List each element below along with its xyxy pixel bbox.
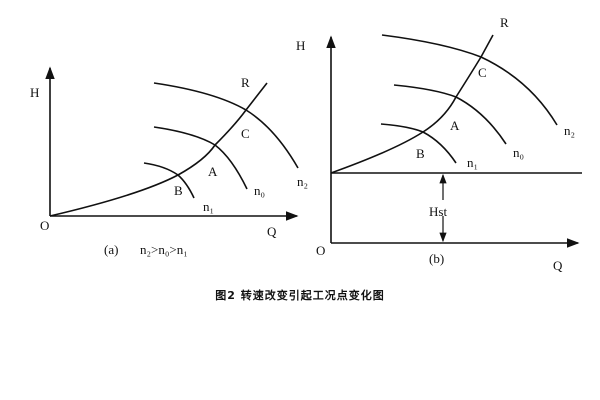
b-pump-curve-n2 xyxy=(381,34,558,126)
b-n2-label: n₂ xyxy=(564,123,575,138)
b-point-a: A xyxy=(450,118,460,133)
a-origin-label: O xyxy=(40,218,49,233)
hst-label: Hst xyxy=(429,204,447,219)
a-system-curve-r xyxy=(49,82,268,217)
b-h-label: H xyxy=(296,38,305,53)
a-point-b: B xyxy=(174,183,183,198)
b-point-c: C xyxy=(478,65,487,80)
a-r-label: R xyxy=(241,75,250,90)
b-system-curve-r xyxy=(330,34,494,174)
b-panel-label: (b) xyxy=(429,251,444,266)
a-relation: n₂>n₀>n₁ xyxy=(140,242,188,257)
a-panel-label: (a) xyxy=(104,242,118,257)
b-pump-curve-n0 xyxy=(393,84,507,145)
b-r-label: R xyxy=(500,15,509,30)
a-n2-label: n₂ xyxy=(297,174,308,189)
a-pump-curve-n0 xyxy=(153,126,248,190)
a-point-a: A xyxy=(208,164,218,179)
a-h-label: H xyxy=(30,85,39,100)
a-pump-curve-n2 xyxy=(153,82,299,169)
b-n1-label: n₁ xyxy=(467,155,478,170)
figure-caption: 图2 转速改变引起工况点变化图 xyxy=(215,289,385,302)
b-q-label: Q xyxy=(553,258,563,273)
a-n0-label: n₀ xyxy=(254,183,265,198)
a-n1-label: n₁ xyxy=(203,199,214,214)
a-pump-curve-n1 xyxy=(143,162,195,199)
a-point-c: C xyxy=(241,126,250,141)
a-q-label: Q xyxy=(267,224,277,239)
b-n0-label: n₀ xyxy=(513,145,524,160)
b-origin-label: O xyxy=(316,243,325,258)
b-pump-curve-n1 xyxy=(380,123,457,164)
b-point-b: B xyxy=(416,146,425,161)
